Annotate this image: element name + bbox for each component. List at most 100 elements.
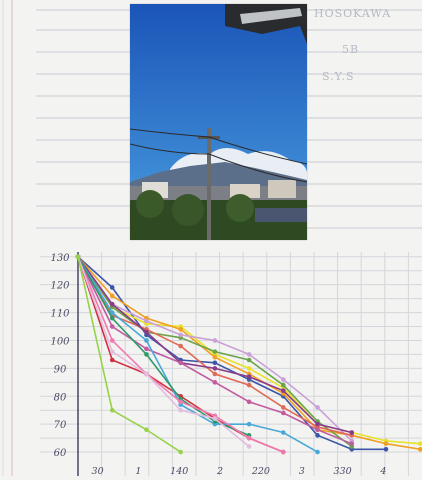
x-tick-label: 140 xyxy=(170,466,188,476)
data-point xyxy=(349,441,355,446)
data-point xyxy=(383,441,389,446)
side-note-name: HOSOKAWA xyxy=(314,7,392,20)
data-point xyxy=(281,388,286,393)
x-tick-label: 1 xyxy=(135,466,141,476)
data-point xyxy=(109,310,115,315)
house-3 xyxy=(268,180,296,198)
side-notes: HOSOKAWA 5B S.Y.S xyxy=(312,0,422,90)
data-point xyxy=(109,357,115,363)
y-tick-label: 130 xyxy=(50,253,70,264)
roof-lower-right xyxy=(255,208,307,222)
data-point xyxy=(178,407,183,413)
data-point xyxy=(281,410,286,416)
data-point xyxy=(417,441,422,446)
data-point xyxy=(109,301,115,307)
data-point xyxy=(246,382,252,388)
x-tick-label: 3 xyxy=(299,466,305,476)
tree-crown-2 xyxy=(172,194,204,226)
data-point xyxy=(417,446,422,452)
data-point xyxy=(246,421,252,427)
y-tick-label: 70 xyxy=(54,420,67,431)
x-tick-label: 4 xyxy=(379,466,386,476)
data-point xyxy=(246,357,252,363)
data-point xyxy=(109,285,115,290)
data-point xyxy=(246,399,252,405)
data-point xyxy=(281,382,286,388)
y-tick-label: 80 xyxy=(54,392,67,403)
data-point xyxy=(109,338,115,343)
series-group xyxy=(75,254,355,446)
y-tick-label: 120 xyxy=(50,281,70,292)
data-point xyxy=(246,374,252,380)
y-tick-label: 110 xyxy=(50,309,70,320)
data-point xyxy=(246,366,252,371)
data-point xyxy=(383,446,389,452)
data-point xyxy=(246,435,252,441)
data-point xyxy=(315,433,320,438)
data-point xyxy=(178,327,183,332)
data-point xyxy=(144,352,149,357)
data-point xyxy=(212,371,218,377)
data-point xyxy=(212,349,218,354)
data-point xyxy=(178,360,183,366)
data-point xyxy=(178,399,183,405)
data-point xyxy=(144,427,149,433)
sky-photo xyxy=(130,4,307,240)
data-point xyxy=(144,338,149,343)
tree-crown-3 xyxy=(226,194,254,222)
series-group xyxy=(75,254,389,452)
x-tick-label: 30 xyxy=(92,466,104,476)
series-line xyxy=(77,256,422,445)
data-point xyxy=(144,329,149,335)
series-line xyxy=(77,256,250,437)
data-point xyxy=(109,315,115,321)
data-point xyxy=(212,366,218,371)
data-point xyxy=(281,377,286,382)
y-tick-label: 60 xyxy=(54,448,67,459)
photo-scene xyxy=(130,4,307,240)
series-line xyxy=(77,256,250,448)
data-point xyxy=(212,354,218,360)
data-point xyxy=(178,332,183,338)
data-point xyxy=(349,430,355,435)
data-point xyxy=(109,324,115,329)
utility-pole xyxy=(207,128,211,240)
x-tick-labels: 30 1 140 2 220 3 330 4 xyxy=(92,466,387,477)
data-point xyxy=(75,254,81,260)
series-group xyxy=(75,254,183,455)
data-point xyxy=(109,293,115,299)
data-point xyxy=(281,405,286,410)
data-point xyxy=(281,430,286,435)
series-line xyxy=(77,256,182,453)
roof-eave-edge xyxy=(240,8,302,24)
data-point xyxy=(212,338,218,343)
data-point xyxy=(212,380,218,385)
chart-svg: 60 70 80 90 100 110 120 130 30 1 140 2 220 3 330 4 xyxy=(40,252,422,477)
data-point xyxy=(212,416,218,421)
side-note-initials: S.Y.S xyxy=(322,70,355,83)
y-tick-label: 100 xyxy=(50,336,70,347)
data-point xyxy=(178,449,183,455)
y-tick-label: 90 xyxy=(54,364,67,375)
data-point xyxy=(315,405,320,410)
power-lines xyxy=(130,128,307,183)
data-point xyxy=(246,352,252,357)
data-point xyxy=(144,318,149,324)
x-tick-label: 330 xyxy=(333,466,351,476)
mountain xyxy=(130,162,307,190)
data-point xyxy=(315,427,320,433)
side-note-class: 5B xyxy=(342,43,360,56)
tree-crown-1 xyxy=(136,190,164,218)
data-point xyxy=(315,421,320,427)
data-point xyxy=(109,349,115,354)
data-point xyxy=(315,449,320,455)
x-tick-label: 2 xyxy=(216,466,223,476)
cooling-chart: 60 70 80 90 100 110 120 130 30 1 140 2 220 3 330 4 xyxy=(0,240,422,477)
series-line xyxy=(77,256,386,451)
series-line xyxy=(77,256,352,434)
data-point xyxy=(281,449,286,455)
data-point xyxy=(178,343,183,349)
x-tick-label: 220 xyxy=(251,466,270,476)
data-point xyxy=(109,407,115,413)
data-point xyxy=(246,444,252,449)
